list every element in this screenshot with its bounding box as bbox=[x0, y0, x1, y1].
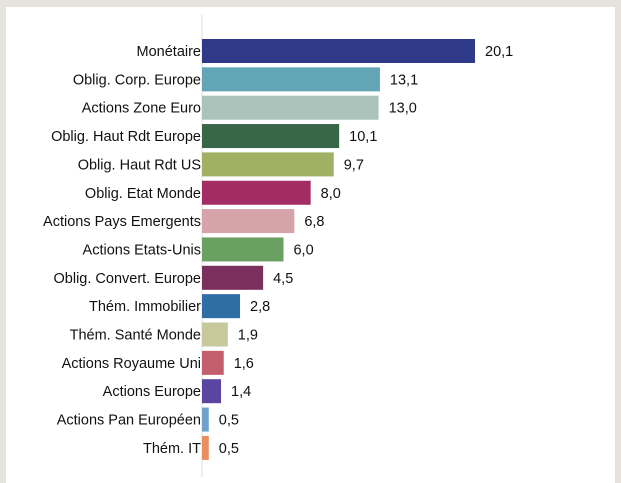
bar-actions-royaume-uni bbox=[202, 350, 224, 375]
value-label: 20,1 bbox=[485, 44, 513, 60]
bar-actions-europe bbox=[202, 379, 222, 404]
bar-oblig-corp-europe bbox=[202, 67, 380, 92]
chart-frame: Monétaire 20,1 Oblig. Corp. Europe 13,1 Acti… bbox=[6, 7, 615, 483]
category-label: Oblig. Haut Rdt Europe bbox=[51, 129, 201, 145]
category-label: Monétaire bbox=[137, 44, 201, 60]
value-label: 4,5 bbox=[273, 271, 293, 287]
horizontal-bar-chart: Monétaire 20,1 Oblig. Corp. Europe 13,1 Acti… bbox=[43, 15, 513, 477]
value-label: 6,0 bbox=[293, 242, 313, 258]
category-label: Actions Pan Européen bbox=[57, 413, 201, 429]
bar-oblig-convert-europe bbox=[202, 265, 264, 290]
value-label: 13,1 bbox=[390, 72, 418, 88]
bar-monetaire bbox=[202, 39, 475, 63]
bar-actions-zone-euro bbox=[202, 95, 379, 120]
value-label: 9,7 bbox=[344, 157, 364, 173]
category-label: Actions Europe bbox=[103, 384, 201, 400]
category-label: Actions Royaume Uni bbox=[62, 356, 201, 372]
value-label: 13,0 bbox=[389, 101, 417, 117]
category-label: Thém. Santé Monde bbox=[70, 328, 201, 344]
category-label: Actions Etats-Unis bbox=[83, 242, 201, 258]
value-label: 0,5 bbox=[219, 413, 239, 429]
value-label: 8,0 bbox=[321, 186, 341, 202]
category-label: Actions Zone Euro bbox=[82, 101, 201, 117]
value-label: 6,8 bbox=[304, 214, 324, 230]
bar-oblig-haut-rdt-europe bbox=[202, 124, 340, 149]
bar-oblig-etat-monde bbox=[202, 180, 311, 205]
bar-actions-pays-emergents bbox=[202, 209, 295, 234]
value-label: 1,9 bbox=[238, 328, 258, 344]
bar-actions-etats-unis bbox=[202, 237, 284, 262]
bar-them-sante-monde bbox=[202, 322, 228, 347]
category-label: Oblig. Convert. Europe bbox=[54, 271, 202, 287]
value-label: 0,5 bbox=[219, 441, 239, 457]
value-label: 1,6 bbox=[234, 356, 254, 372]
category-label: Oblig. Corp. Europe bbox=[73, 72, 201, 88]
bar-them-immobilier bbox=[202, 294, 241, 319]
category-label: Oblig. Etat Monde bbox=[85, 186, 201, 202]
category-label: Actions Pays Emergents bbox=[43, 214, 201, 230]
bar-oblig-haut-rdt-us bbox=[202, 152, 334, 177]
category-label: Thém. IT bbox=[143, 441, 201, 457]
category-label: Thém. Immobilier bbox=[89, 299, 201, 315]
category-label: Oblig. Haut Rdt US bbox=[78, 157, 201, 173]
bar-them-it bbox=[202, 435, 209, 460]
value-label: 2,8 bbox=[250, 299, 270, 315]
value-label: 1,4 bbox=[231, 384, 251, 400]
value-label: 10,1 bbox=[349, 129, 377, 145]
bar-actions-pan-europeen bbox=[202, 407, 209, 432]
